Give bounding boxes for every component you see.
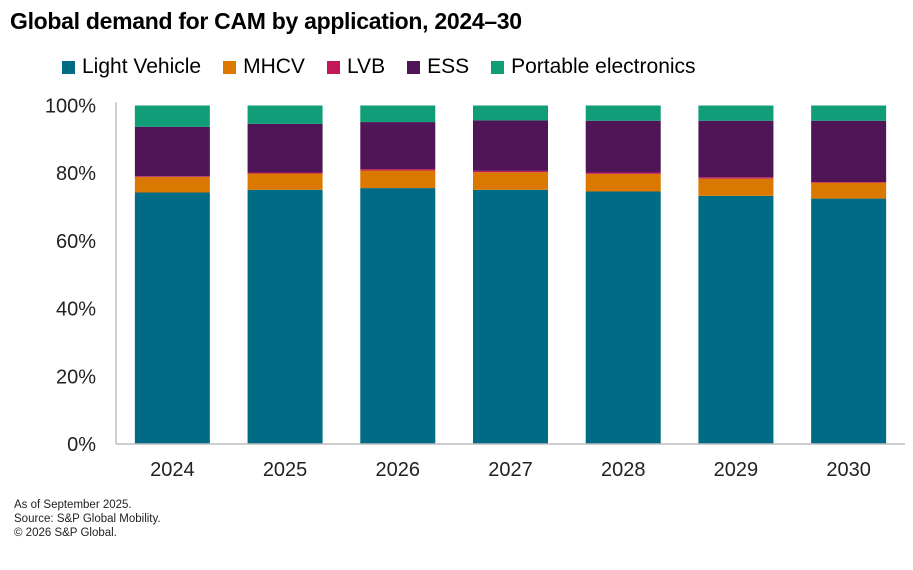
bar-segment-mhcv xyxy=(698,178,774,196)
bar-segment-ess xyxy=(247,123,323,173)
bar-segment-portable-electronics xyxy=(247,105,323,124)
bar-segment-ess xyxy=(698,120,774,178)
bar-segment-portable-electronics xyxy=(585,105,661,121)
footer-note: As of September 2025. xyxy=(14,499,132,511)
y-tick-label: 60% xyxy=(56,231,96,253)
legend-swatch xyxy=(407,60,421,74)
bar-segment-light-vehicle xyxy=(698,195,774,444)
bar-segment-ess xyxy=(360,122,436,170)
y-tick-label: 40% xyxy=(56,299,96,321)
x-tick-label: 2025 xyxy=(263,459,308,481)
bar-segment-light-vehicle xyxy=(811,198,887,444)
x-tick-label: 2030 xyxy=(826,459,871,481)
bar-segment-portable-electronics xyxy=(473,105,548,121)
bar-segment-light-vehicle xyxy=(134,192,210,444)
legend-item: Light Vehicle xyxy=(62,55,201,79)
footer: As of September 2025. Source: S&P Global… xyxy=(14,498,161,540)
bar-segment-light-vehicle xyxy=(360,188,436,444)
legend-swatch xyxy=(491,60,505,74)
bar-segment-light-vehicle xyxy=(585,191,661,444)
bar-segment-mhcv xyxy=(360,170,436,189)
legend-item: MHCV xyxy=(223,55,305,79)
legend-item: ESS xyxy=(407,55,469,79)
legend-swatch xyxy=(326,60,340,74)
y-tick-label: 20% xyxy=(56,366,96,388)
y-tick-label: 100% xyxy=(45,96,96,118)
bar-segment-ess xyxy=(473,120,548,171)
bar-segment-mhcv xyxy=(585,173,661,192)
footer-source: Source: S&P Global Mobility. xyxy=(14,513,161,525)
x-tick-label: 2024 xyxy=(150,459,195,481)
bar-segment-lvb xyxy=(585,172,661,174)
legend: Light Vehicle MHCV LVB ESS Portable electron… xyxy=(62,55,718,79)
footer-copyright: © 2026 S&P Global. xyxy=(14,527,117,539)
bar-segment-mhcv xyxy=(134,176,210,193)
bar-segment-lvb xyxy=(473,170,548,173)
legend-label: ESS xyxy=(427,55,470,78)
bar-segment-portable-electronics xyxy=(134,105,210,127)
x-tick-label: 2027 xyxy=(488,459,533,481)
bar-segment-portable-electronics xyxy=(360,105,436,123)
legend-swatch xyxy=(223,60,237,74)
legend-label: Portable electronics xyxy=(511,55,696,78)
bar-segment-light-vehicle xyxy=(473,189,548,444)
bar-segment-ess xyxy=(134,126,210,177)
legend-label: Light Vehicle xyxy=(82,55,202,78)
legend-label: LVB xyxy=(346,55,386,78)
y-tick-label: 0% xyxy=(67,434,96,456)
x-tick-label: 2028 xyxy=(601,459,646,481)
bar-segment-mhcv xyxy=(473,172,548,190)
x-tick-label: 2026 xyxy=(376,459,421,481)
bar-segment-lvb xyxy=(698,177,774,179)
bar-segment-portable-electronics xyxy=(698,105,774,121)
bar-segment-light-vehicle xyxy=(247,189,323,444)
legend-label: MHCV xyxy=(243,55,305,78)
bar-segment-lvb xyxy=(247,172,323,174)
x-tick-label: 2029 xyxy=(714,459,759,481)
legend-item: Portable electronics xyxy=(491,55,696,79)
bar-segment-mhcv xyxy=(247,173,323,190)
bar-segment-lvb xyxy=(134,176,210,177)
bar-segment-mhcv xyxy=(811,182,887,199)
legend-swatch xyxy=(62,60,75,74)
y-tick-label: 80% xyxy=(56,163,96,185)
bar-segment-lvb xyxy=(811,182,887,183)
bar-segment-ess xyxy=(811,120,887,183)
bar-segment-portable-electronics xyxy=(811,105,887,121)
chart-title: Global demand for CAM by application, 20… xyxy=(10,8,522,34)
bar-segment-lvb xyxy=(360,169,436,171)
legend-item: LVB xyxy=(326,55,386,79)
bar-segment-ess xyxy=(585,120,661,173)
